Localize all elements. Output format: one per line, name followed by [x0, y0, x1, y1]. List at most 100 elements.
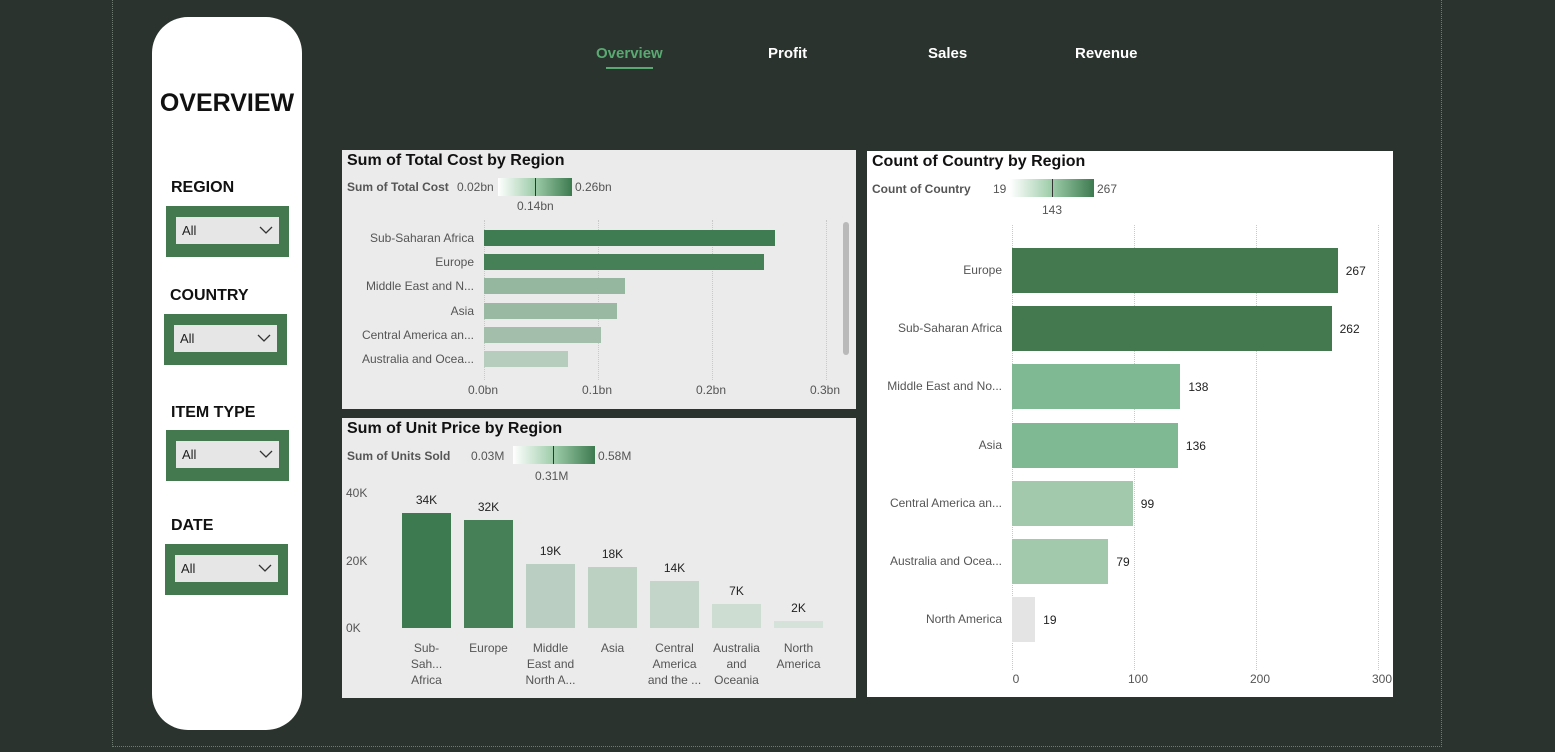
dashboard-frame [112, 0, 1442, 747]
bar [650, 580, 699, 628]
legend-max: 0.26bn [575, 180, 612, 194]
chevron-down-icon [259, 450, 273, 458]
category-label-line: Europe [469, 641, 508, 655]
bar [484, 278, 626, 295]
data-label: 19K [539, 543, 562, 558]
region-dropdown-value: All [182, 223, 197, 238]
bar [484, 254, 765, 271]
region-filter: All [166, 206, 289, 257]
item-type-filter: All [166, 430, 289, 481]
legend-mid: 0.14bn [517, 199, 554, 213]
tab-revenue[interactable]: Revenue [1075, 45, 1138, 62]
bar [1012, 306, 1332, 352]
legend-min: 0.02bn [457, 180, 494, 194]
y-tick-label: 0K [346, 621, 361, 635]
data-label: 262 [1339, 322, 1360, 337]
category-label-line: East and [526, 657, 575, 671]
bar [484, 351, 569, 367]
category-label: Sub-Saharan Africa [897, 321, 1002, 336]
country-dropdown[interactable]: All [174, 325, 277, 352]
date-filter-label: DATE [171, 517, 214, 534]
category-label: Middle East and North A... [523, 640, 579, 688]
total-cost-chart[interactable]: Sum of Total Cost by Region Sum of Total… [342, 150, 856, 409]
category-label: Central America an... [361, 327, 474, 342]
bar [402, 513, 451, 628]
category-label: Asia [978, 437, 1002, 452]
category-label: Australia and Ocea... [889, 554, 1002, 568]
chevron-down-icon [257, 334, 271, 342]
legend-mid-marker [553, 446, 554, 464]
tab-overview[interactable]: Overview [596, 45, 663, 62]
gridline [484, 220, 485, 380]
x-tick-label: 200 [1249, 672, 1271, 686]
data-label: 34K [415, 493, 438, 508]
category-label-line: Middle [532, 641, 569, 655]
gridline [598, 220, 599, 380]
gridline [712, 220, 713, 380]
gridline [1256, 225, 1257, 670]
category-label: Australia and Oceania [709, 640, 765, 688]
bar [526, 563, 575, 628]
chevron-down-icon [259, 226, 273, 234]
unit-price-chart[interactable]: Sum of Unit Price by Region Sum of Units… [342, 418, 856, 698]
legend-label: Sum of Total Cost [347, 180, 449, 194]
category-label: Central America an... [889, 495, 1002, 510]
legend-max: 267 [1097, 182, 1118, 196]
category-label-line: America [652, 657, 697, 671]
country-count-chart[interactable]: Count of Country by Region Count of Coun… [867, 151, 1393, 697]
category-label: Australia and Ocea... [361, 352, 474, 366]
category-label-line: Central [655, 641, 694, 655]
data-label: 18K [601, 547, 624, 562]
category-label: Middle East and No... [887, 379, 1002, 394]
item-type-dropdown[interactable]: All [176, 441, 279, 468]
data-label: 2K [791, 601, 806, 616]
y-tick-label: 20K [346, 553, 368, 568]
legend-mid-marker [535, 178, 536, 196]
x-tick-label: 100 [1127, 672, 1149, 686]
data-label: 14K [663, 560, 686, 575]
x-tick-label: 0.2bn [696, 383, 727, 397]
category-label: North America [771, 640, 827, 672]
region-dropdown[interactable]: All [176, 217, 279, 244]
x-tick-label: 300 [1371, 672, 1393, 686]
x-tick-label: 0.3bn [810, 383, 841, 397]
y-tick-label: 40K [346, 486, 368, 500]
date-filter: All [165, 544, 288, 595]
date-dropdown[interactable]: All [175, 555, 278, 582]
bar [1012, 422, 1178, 468]
gridline [826, 220, 827, 380]
scrollbar[interactable] [843, 222, 849, 355]
category-label: Europe [963, 263, 1002, 277]
tab-sales[interactable]: Sales [928, 45, 968, 62]
legend-label: Count of Country [872, 182, 971, 196]
x-tick-label: 0.1bn [582, 383, 613, 397]
bar [1012, 539, 1109, 584]
legend-mid: 0.31M [535, 469, 569, 483]
category-label-line: Oceania [714, 673, 759, 687]
category-label: Europe [461, 640, 517, 656]
data-label: 7K [729, 584, 744, 599]
bar [1012, 248, 1338, 293]
bar [484, 230, 775, 246]
data-label: 138 [1188, 380, 1209, 395]
category-label-line: North A... [525, 673, 576, 687]
category-label: North America [925, 612, 1002, 627]
legend-max: 0.58M [598, 449, 632, 463]
bar [1012, 597, 1036, 643]
country-dropdown-value: All [180, 331, 195, 346]
category-label-line: and [726, 657, 747, 671]
legend-min: 19 [993, 182, 1007, 196]
category-label: Europe [435, 255, 474, 270]
category-label-line: Australia [713, 641, 760, 655]
legend-gradient [498, 178, 572, 196]
legend-min: 0.03M [471, 449, 505, 463]
filter-sidebar: OVERVIEW REGION All COUNTRY All ITEM TYP… [152, 17, 302, 730]
tab-profit[interactable]: Profit [768, 45, 808, 62]
category-label-line: Asia [600, 641, 625, 655]
category-label: Middle East and N... [365, 279, 474, 294]
x-tick-label: 0 [1012, 672, 1020, 686]
data-label: 19 [1043, 613, 1057, 628]
category-label-line: North [783, 641, 814, 655]
sidebar-title: OVERVIEW [159, 89, 295, 117]
country-filter-label: COUNTRY [170, 287, 249, 304]
